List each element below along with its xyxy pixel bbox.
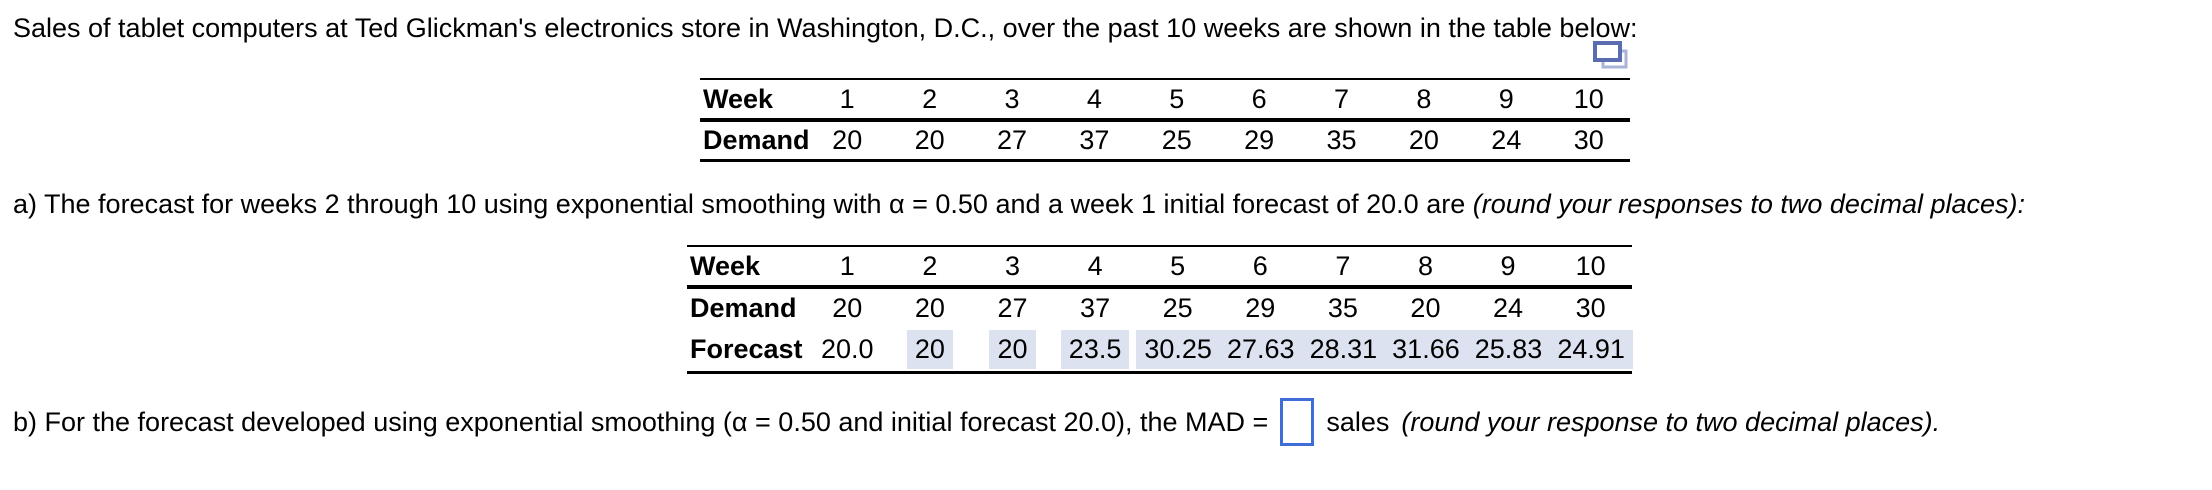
forecast-answer-cell[interactable]: 27.63 (1218, 327, 1303, 373)
demand-cell: 25 (1161, 125, 1192, 155)
part-b-unit: sales (1326, 406, 1390, 437)
forecast-answer-cell[interactable]: 23.5 (1054, 327, 1137, 373)
week-cell: 4 (1053, 246, 1137, 289)
copy-table-icon[interactable] (1592, 40, 1630, 72)
forecast-value[interactable]: 25.83 (1466, 329, 1551, 369)
week-cell: 9 (1465, 79, 1548, 122)
part-b-text: b) For the forecast developed using expo… (13, 406, 1269, 437)
demand-cell: 29 (1245, 292, 1276, 323)
part-b-question: b) For the forecast developed using expo… (13, 394, 2113, 450)
demand-cell: 20 (1410, 292, 1441, 323)
week-cell: 8 (1382, 79, 1466, 122)
demand-cell: 24 (1491, 125, 1522, 155)
week-cell: 5 (1135, 79, 1218, 122)
demand-cell: 24 (1493, 292, 1524, 323)
week-cell: 9 (1466, 246, 1550, 289)
demand-cell: 30 (1575, 292, 1606, 323)
forecast-value[interactable]: 23.5 (1060, 329, 1130, 369)
forecast-answer-cell[interactable]: 20 (889, 327, 972, 373)
part-a-question: a) The forecast for weeks 2 through 10 u… (13, 186, 2113, 222)
demand-history-table: Week 1 2 3 4 5 6 7 8 9 10 Demand 20 20 2… (700, 78, 1630, 162)
forecast-answer-cell[interactable]: 20 (971, 327, 1054, 373)
forecast-answer-cell[interactable]: 30.25 (1136, 327, 1220, 373)
week-cell: 3 (971, 246, 1054, 289)
row-label-week: Week (700, 79, 806, 122)
forecast-answer-cell[interactable]: 28.31 (1301, 327, 1386, 373)
week-cell: 1 (806, 246, 889, 289)
demand-cell: 20 (914, 125, 945, 155)
week-cell: 6 (1217, 79, 1301, 122)
forecast-value[interactable]: 28.31 (1301, 329, 1386, 369)
demand-row: Demand 20 20 27 37 25 29 35 20 24 30 (687, 287, 1632, 327)
question-intro: Sales of tablet computers at Ted Glickma… (13, 13, 1638, 43)
forecast-value[interactable]: 31.66 (1384, 329, 1468, 369)
row-label-demand: Demand (690, 292, 797, 323)
forecast-value: 20.0 (821, 333, 874, 364)
week-cell: 2 (888, 79, 971, 122)
row-label-demand: Demand (703, 125, 810, 155)
forecast-answer-table: Week 1 2 3 4 5 6 7 8 9 10 Demand 20 20 2… (687, 245, 1633, 374)
forecast-value[interactable]: 30.25 (1136, 329, 1220, 369)
demand-cell: 29 (1244, 125, 1275, 155)
forecast-row: Forecast 20.0 20 20 23.5 30.25 27.63 28.… (687, 327, 1633, 373)
week-cell: 8 (1384, 246, 1467, 289)
demand-cell: 20 (914, 292, 945, 323)
week-cell: 4 (1053, 79, 1136, 122)
demand-cell: 37 (1080, 292, 1111, 323)
week-cell: 1 (806, 79, 889, 122)
demand-cell: 35 (1327, 292, 1358, 323)
forecast-answer-cell[interactable]: 24.91 (1549, 327, 1633, 373)
week-cell: 10 (1549, 246, 1632, 289)
row-label-forecast: Forecast (690, 333, 803, 364)
demand-cell: 20 (832, 292, 863, 323)
forecast-value[interactable]: 24.91 (1549, 329, 1633, 369)
week-cell: 7 (1301, 246, 1385, 289)
week-cell: 10 (1547, 79, 1630, 122)
demand-cell: 30 (1573, 125, 1604, 155)
demand-row: Demand 20 20 27 37 25 29 35 20 24 30 (700, 120, 1630, 161)
week-cell: 3 (970, 79, 1054, 122)
demand-cell: 25 (1162, 292, 1193, 323)
forecast-value[interactable]: 27.63 (1218, 329, 1303, 369)
part-a-text: a) The forecast for weeks 2 through 10 u… (13, 189, 1473, 219)
week-cell: 2 (888, 246, 972, 289)
demand-cell: 27 (996, 125, 1027, 155)
mad-input[interactable] (1280, 398, 1315, 446)
forecast-initial-cell: 20.0 (806, 327, 889, 373)
demand-cell: 35 (1326, 125, 1357, 155)
forecast-value[interactable]: 20 (906, 329, 953, 369)
forecast-value[interactable]: 20 (989, 329, 1036, 369)
forecast-answer-cell[interactable]: 31.66 (1384, 327, 1468, 373)
week-cell: 7 (1300, 79, 1383, 122)
demand-cell: 27 (997, 292, 1028, 323)
part-a-rounding-note: (round your responses to two decimal pla… (1472, 189, 2025, 219)
row-label-week: Week (687, 246, 806, 289)
week-cell: 6 (1218, 246, 1302, 289)
forecast-answer-cell[interactable]: 25.83 (1466, 327, 1551, 373)
demand-cell: 37 (1079, 125, 1110, 155)
week-header-row: Week 1 2 3 4 5 6 7 8 9 10 (687, 246, 1632, 289)
demand-cell: 20 (832, 125, 863, 155)
week-cell: 5 (1136, 246, 1219, 289)
part-b-rounding-note: (round your response to two decimal plac… (1401, 406, 1941, 437)
demand-cell: 20 (1408, 125, 1439, 155)
week-header-row: Week 1 2 3 4 5 6 7 8 9 10 (700, 79, 1630, 122)
